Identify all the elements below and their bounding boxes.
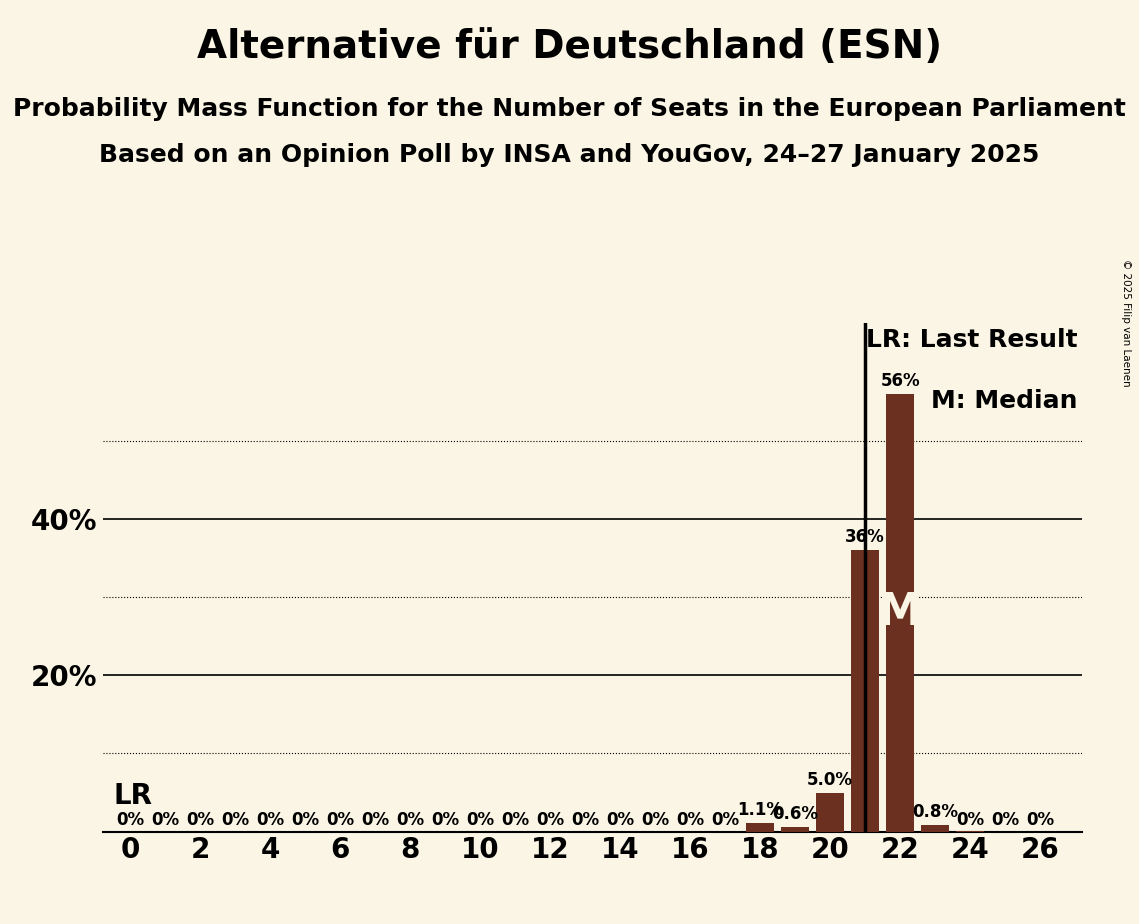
Text: © 2025 Filip van Laenen: © 2025 Filip van Laenen	[1121, 259, 1131, 386]
Text: 0%: 0%	[221, 811, 249, 829]
Text: Based on an Opinion Poll by INSA and YouGov, 24–27 January 2025: Based on an Opinion Poll by INSA and You…	[99, 143, 1040, 167]
Text: 0%: 0%	[327, 811, 354, 829]
Text: Probability Mass Function for the Number of Seats in the European Parliament: Probability Mass Function for the Number…	[13, 97, 1126, 121]
Text: 0%: 0%	[572, 811, 599, 829]
Bar	[921, 825, 949, 832]
Text: 56%: 56%	[880, 371, 920, 390]
Text: 0.8%: 0.8%	[912, 804, 958, 821]
Text: LR: LR	[113, 783, 151, 810]
Text: 0%: 0%	[151, 811, 180, 829]
Text: 0%: 0%	[432, 811, 459, 829]
Text: Alternative für Deutschland (ESN): Alternative für Deutschland (ESN)	[197, 28, 942, 66]
Text: 0%: 0%	[187, 811, 214, 829]
Text: 0%: 0%	[606, 811, 634, 829]
Text: 0%: 0%	[292, 811, 319, 829]
Text: 0.6%: 0.6%	[772, 805, 818, 823]
Bar	[817, 793, 844, 832]
Text: 0%: 0%	[501, 811, 530, 829]
Text: LR: Last Result: LR: Last Result	[866, 328, 1077, 352]
Text: 5.0%: 5.0%	[808, 771, 853, 788]
Text: 36%: 36%	[845, 529, 885, 546]
Text: 0%: 0%	[361, 811, 390, 829]
Text: 0%: 0%	[1026, 811, 1054, 829]
Bar	[781, 827, 809, 832]
Text: 0%: 0%	[991, 811, 1019, 829]
Bar	[746, 823, 775, 832]
Text: 0%: 0%	[956, 811, 984, 829]
Text: 0%: 0%	[396, 811, 425, 829]
Text: M: M	[878, 591, 923, 634]
Text: 0%: 0%	[711, 811, 739, 829]
Text: 1.1%: 1.1%	[737, 801, 784, 819]
Text: 0%: 0%	[256, 811, 285, 829]
Text: 0%: 0%	[536, 811, 564, 829]
Text: M: Median: M: Median	[931, 390, 1077, 413]
Text: 0%: 0%	[466, 811, 494, 829]
Bar	[886, 394, 915, 832]
Bar	[851, 550, 879, 832]
Text: 0%: 0%	[677, 811, 704, 829]
Text: 0%: 0%	[641, 811, 670, 829]
Text: 0%: 0%	[116, 811, 145, 829]
